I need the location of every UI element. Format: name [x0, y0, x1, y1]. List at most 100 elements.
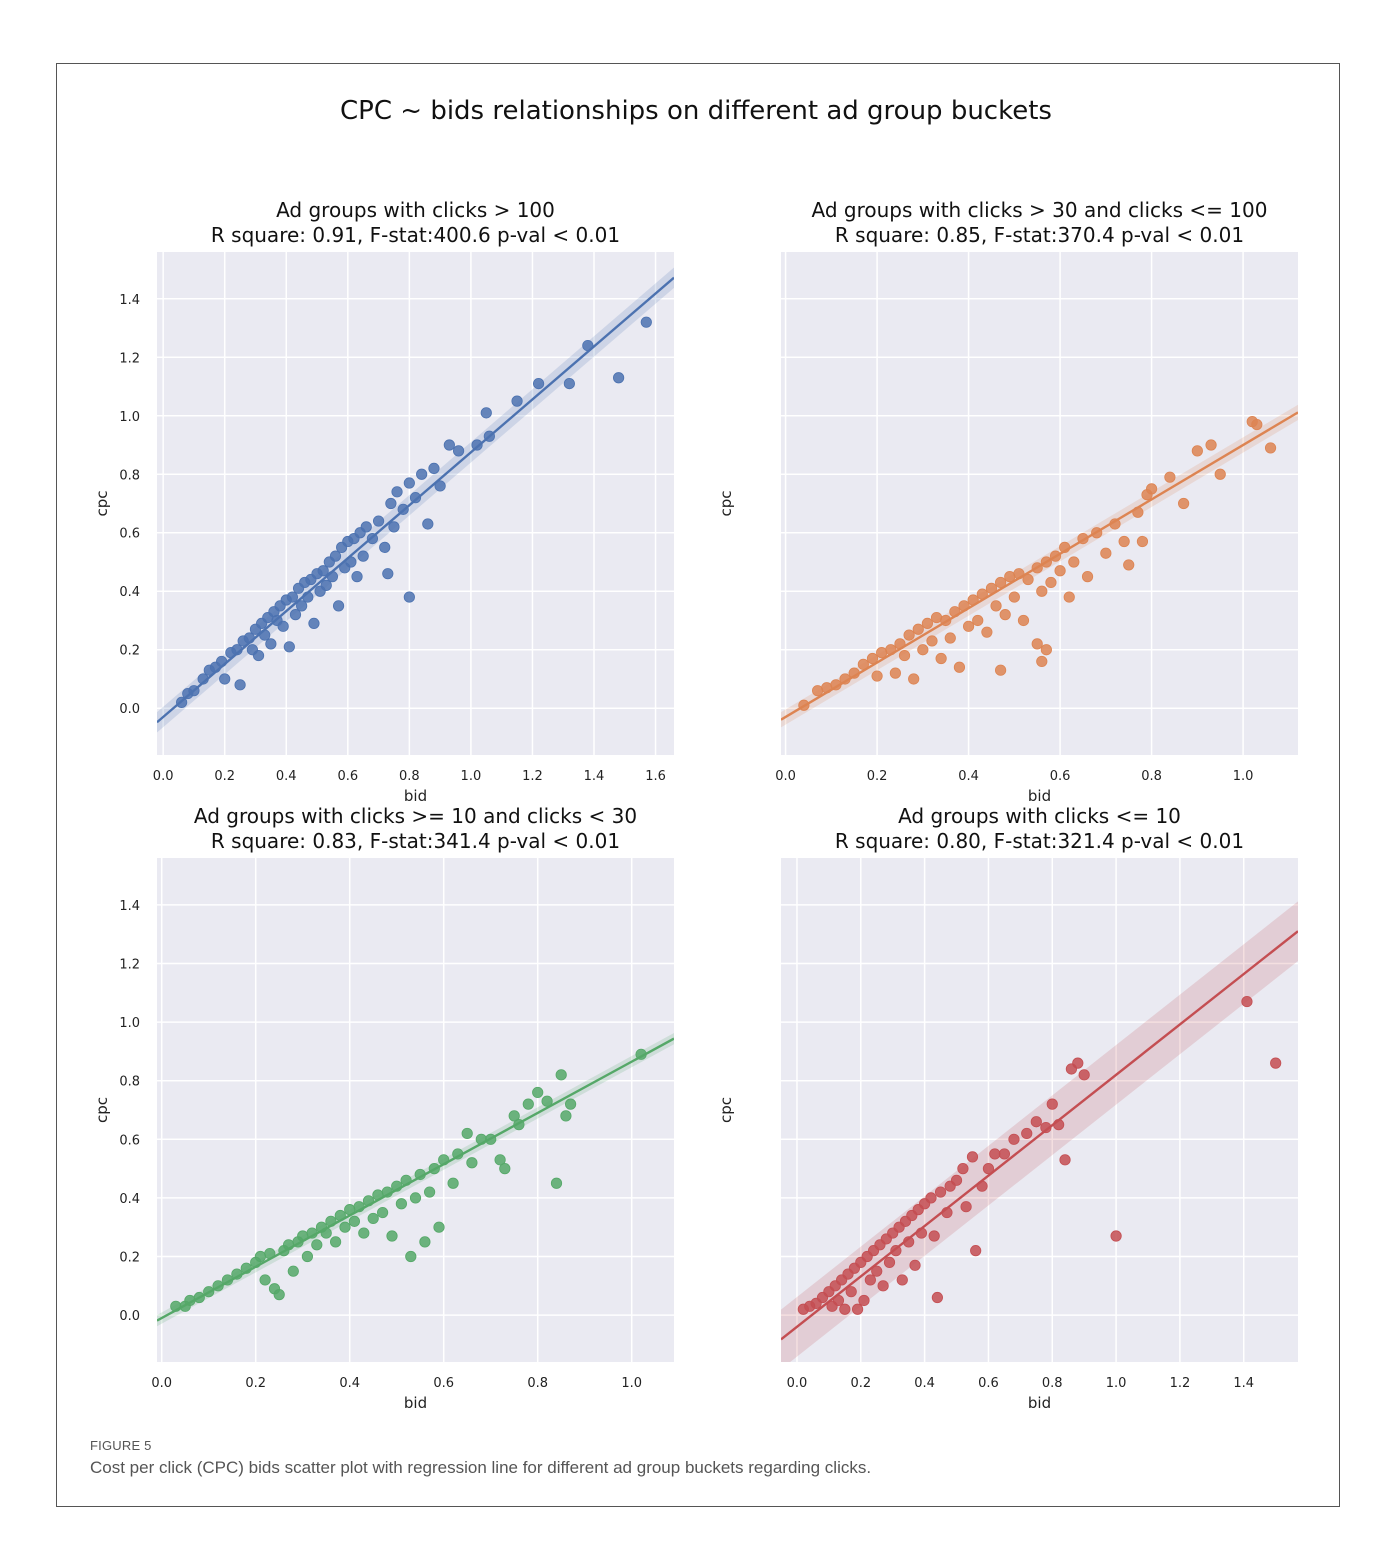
y-tick-label: 0.2: [119, 1251, 140, 1266]
data-point: [379, 541, 391, 553]
data-point: [889, 667, 901, 679]
data-point: [532, 377, 545, 390]
x-tick-label: 1.0: [621, 1376, 642, 1391]
subplot-4: Ad groups with clicks <= 10R square: 0.8…: [717, 804, 1298, 1412]
data-point: [286, 591, 299, 603]
x-tick-label: 1.0: [1106, 1376, 1127, 1391]
data-point: [1036, 655, 1048, 668]
data-point: [1068, 556, 1080, 568]
data-point: [348, 1215, 360, 1227]
y-tick-label: 0.0: [119, 1309, 140, 1324]
y-tick-label: 1.0: [119, 1016, 140, 1031]
data-point: [461, 1127, 473, 1140]
data-point: [851, 1303, 864, 1315]
x-axis-label: bid: [404, 1394, 427, 1412]
data-point: [925, 1192, 937, 1204]
data-point: [957, 1163, 969, 1175]
y-tick-label: 0.8: [119, 1075, 140, 1090]
y-tick-label: 1.2: [119, 351, 140, 366]
data-point: [613, 372, 625, 384]
x-tick-label: 0.0: [153, 769, 174, 784]
data-point: [871, 1265, 883, 1277]
y-tick-label: 1.2: [119, 957, 140, 972]
data-point: [921, 617, 934, 630]
x-tick-label: 0.2: [850, 1376, 871, 1391]
plot-background: [157, 858, 674, 1362]
data-point: [1063, 591, 1075, 603]
x-tick-label: 0.2: [214, 769, 235, 784]
data-point: [403, 477, 415, 489]
y-tick-label: 0.6: [119, 527, 140, 542]
plot-area: [157, 267, 674, 733]
data-point: [287, 1265, 299, 1277]
data-point: [1251, 418, 1263, 431]
subplot-subtitle: R square: 0.85, F-stat:370.4 p-val < 0.0…: [835, 223, 1244, 247]
y-axis-label: cpc: [717, 1097, 735, 1123]
data-point: [434, 480, 446, 492]
x-tick-label: 0.8: [1042, 1376, 1063, 1391]
data-point: [283, 641, 295, 653]
data-point: [252, 649, 265, 662]
y-axis-label: cpc: [717, 490, 735, 516]
data-point: [1123, 559, 1135, 571]
data-point: [563, 377, 575, 390]
data-point: [1008, 591, 1020, 603]
data-point: [1270, 1057, 1282, 1069]
data-point: [1022, 573, 1034, 586]
data-point: [376, 1206, 389, 1219]
data-point: [998, 1148, 1010, 1160]
data-point: [1078, 1069, 1090, 1081]
y-tick-label: 0.6: [119, 1133, 140, 1148]
subplot-subtitle: R square: 0.91, F-stat:400.6 p-val < 0.0…: [211, 223, 620, 247]
x-axis-label: bid: [404, 787, 427, 805]
data-point: [499, 1163, 511, 1175]
subplot-3: Ad groups with clicks >= 10 and clicks <…: [93, 804, 674, 1412]
data-point: [1191, 445, 1203, 457]
subplot-title: Ad groups with clicks > 30 and clicks <=…: [812, 198, 1268, 222]
data-point: [311, 1239, 323, 1251]
data-point: [329, 550, 342, 562]
data-point: [909, 1259, 921, 1271]
x-tick-label: 0.6: [337, 769, 358, 784]
data-point: [452, 445, 465, 457]
data-point: [494, 1154, 506, 1166]
data-point: [385, 497, 397, 510]
data-point: [999, 609, 1011, 621]
data-point: [912, 623, 924, 635]
data-point: [409, 1192, 422, 1204]
data-point: [339, 1221, 351, 1233]
x-tick-label: 0.2: [867, 769, 888, 784]
data-point: [966, 1151, 979, 1163]
y-tick-label: 0.2: [119, 644, 140, 659]
data-point: [405, 1250, 417, 1263]
data-point: [1264, 442, 1277, 454]
x-tick-label: 0.2: [245, 1376, 266, 1391]
figure-caption: Cost per click (CPC) bids scatter plot w…: [90, 1458, 872, 1477]
data-point: [1008, 1133, 1020, 1145]
x-tick-label: 0.4: [276, 769, 297, 784]
data-point: [422, 518, 434, 530]
data-point: [1241, 995, 1253, 1008]
data-point: [329, 1236, 342, 1248]
data-point: [560, 1110, 572, 1122]
data-point: [1118, 535, 1130, 548]
x-tick-label: 0.8: [527, 1376, 548, 1391]
data-point: [471, 439, 483, 451]
data-point: [981, 626, 993, 638]
data-point: [1046, 1098, 1058, 1110]
data-point: [508, 1110, 520, 1122]
data-point: [1178, 497, 1190, 510]
data-point: [382, 568, 394, 580]
data-point: [1164, 471, 1176, 483]
data-point: [386, 1230, 398, 1242]
data-point: [409, 492, 422, 504]
data-point: [433, 1221, 445, 1233]
data-point: [845, 1286, 857, 1298]
data-point: [896, 1274, 908, 1286]
data-point: [935, 652, 947, 665]
data-point: [301, 1250, 313, 1263]
regression-line: [781, 930, 1298, 1341]
data-point: [944, 632, 956, 644]
